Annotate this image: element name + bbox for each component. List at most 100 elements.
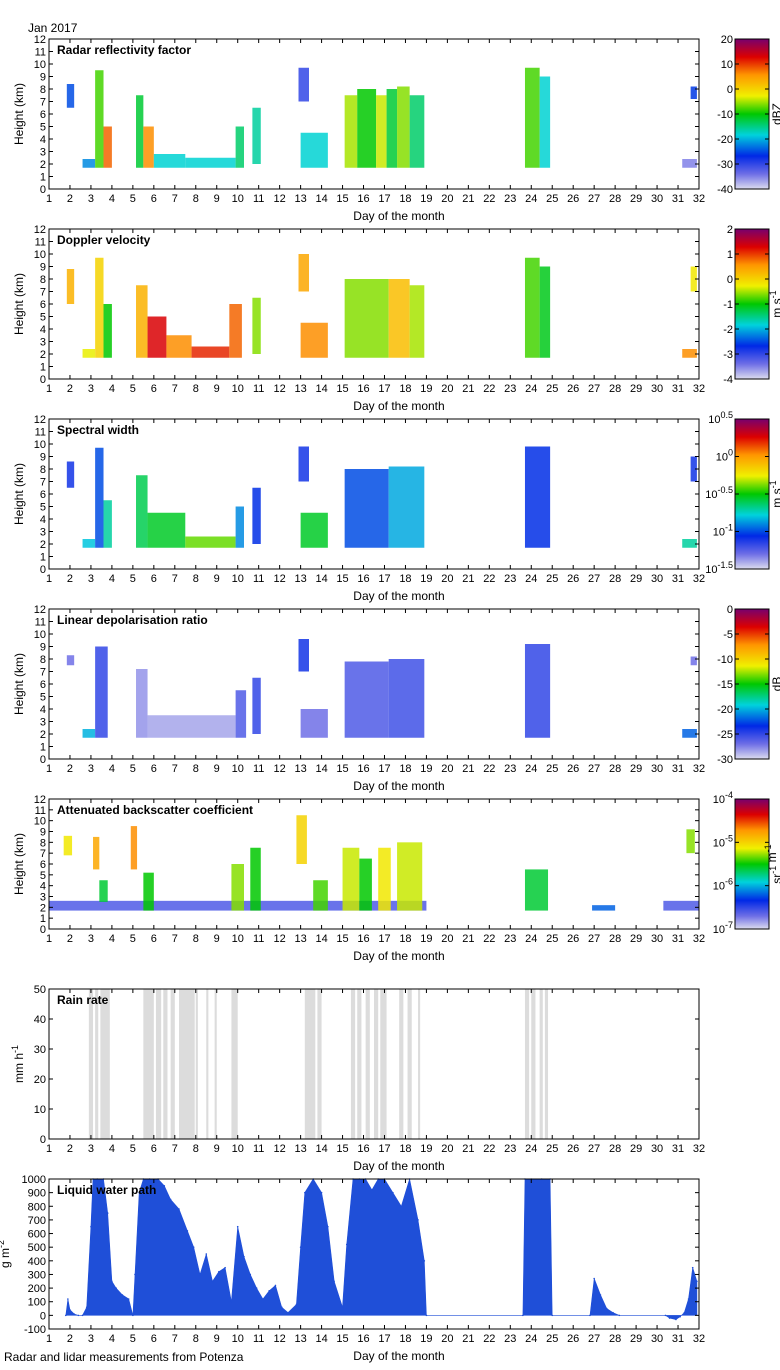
x-tick-label: 22 (483, 763, 495, 775)
y-tick-label: 800 (28, 1201, 46, 1213)
y-tick-label: 12 (34, 34, 46, 46)
y-tick-label: 3 (40, 147, 46, 159)
y-tick-label: 0 (40, 184, 46, 196)
x-tick-label: 18 (399, 383, 411, 395)
x-tick-label: 6 (151, 763, 157, 775)
x-tick-label: 8 (193, 573, 199, 585)
y-axis-label: Height (km) (12, 833, 26, 895)
y-tick-label: 8 (40, 274, 46, 286)
x-tick-label: 9 (214, 573, 220, 585)
data-cell (95, 646, 108, 738)
rain-flag-bar (531, 989, 536, 1139)
colorbar-tick-label: 0 (727, 274, 733, 286)
lwp-point (274, 1284, 277, 1287)
y-tick-label: 0 (40, 374, 46, 386)
x-tick-label: 29 (630, 383, 642, 395)
x-tick-label: 28 (609, 1333, 621, 1345)
colorbar-tick-label: -30 (717, 754, 733, 766)
lwp-point (169, 1198, 172, 1201)
x-tick-label: 12 (274, 1143, 286, 1155)
x-tick-label: 20 (441, 573, 453, 585)
y-tick-label: 400 (28, 1256, 46, 1268)
y-tick-label: 5 (40, 122, 46, 134)
data-cell (409, 95, 425, 168)
x-tick-label: 22 (483, 193, 495, 205)
y-tick-label: 0 (40, 1134, 46, 1146)
lwp-point (77, 1314, 80, 1317)
x-tick-label: 5 (130, 383, 136, 395)
x-tick-label: 20 (441, 1333, 453, 1345)
lwp-point (417, 1219, 419, 1221)
y-axis-label: dBZ (770, 103, 780, 125)
x-tick-label: 15 (336, 573, 348, 585)
x-tick-label: 3 (88, 933, 94, 945)
lwp-point (612, 1311, 614, 1314)
lwp-point (224, 1266, 226, 1269)
panel-title: Radar reflectivity factor (57, 43, 191, 57)
y-tick-label: 7 (40, 848, 46, 860)
x-tick-label: 13 (294, 193, 306, 205)
data-cell (252, 487, 261, 544)
lwp-point (675, 1318, 677, 1321)
lwp-point (425, 1314, 428, 1317)
y-tick-label: 5 (40, 692, 46, 704)
x-tick-label: 28 (609, 763, 621, 775)
x-tick-label: 24 (525, 1333, 537, 1345)
y-axis-label: sr-1 m-1 (763, 844, 780, 883)
lwp-point (134, 1273, 136, 1276)
x-tick-label: 20 (441, 383, 453, 395)
y-tick-label: -100 (24, 1324, 46, 1336)
lwp-point (295, 1303, 298, 1306)
x-axis-label: Day of the month (353, 1159, 444, 1173)
lwp-point (192, 1246, 195, 1248)
x-tick-label: 23 (504, 193, 516, 205)
data-cell (344, 661, 389, 738)
y-tick-label: 6 (40, 679, 46, 691)
x-tick-label: 29 (630, 1143, 642, 1155)
x-tick-label: 14 (315, 933, 327, 945)
data-cell (378, 847, 391, 911)
data-cell (344, 279, 389, 358)
x-tick-label: 27 (588, 1143, 600, 1155)
y-tick-label: 8 (40, 464, 46, 476)
x-tick-label: 3 (88, 763, 94, 775)
lwp-point (299, 1246, 302, 1248)
y-tick-label: 4 (40, 704, 46, 716)
data-cell (313, 880, 328, 911)
x-tick-label: 23 (504, 1143, 516, 1155)
colorbar-tick-label: -20 (717, 134, 733, 146)
data-cell (103, 500, 112, 548)
x-tick-label: 9 (214, 193, 220, 205)
y-tick-label: 6 (40, 489, 46, 501)
lwp-point (683, 1311, 686, 1314)
data-cell (66, 269, 75, 304)
colorbar-tick-label: -4 (723, 374, 733, 386)
y-tick-label: 9 (40, 827, 46, 839)
y-tick-label: 12 (34, 414, 46, 426)
colorbar-tick-label: 100.5 (708, 410, 733, 426)
colorbar-tick-label: 100 (716, 448, 733, 464)
data-cell (388, 279, 410, 358)
x-tick-label: 19 (420, 1143, 432, 1155)
colorbar-tick-label: -15 (717, 679, 733, 691)
x-tick-label: 18 (399, 193, 411, 205)
x-tick-label: 20 (441, 933, 453, 945)
lwp-point (67, 1298, 69, 1300)
y-tick-label: 3 (40, 527, 46, 539)
data-cell (300, 132, 328, 168)
x-tick-label: 27 (588, 383, 600, 395)
data-cell (147, 715, 236, 738)
y-tick-label: 700 (28, 1215, 46, 1227)
data-cell (99, 880, 108, 902)
x-tick-label: 18 (399, 933, 411, 945)
lwp-point (593, 1277, 595, 1280)
x-tick-label: 21 (462, 1143, 474, 1155)
lwp-point (211, 1280, 214, 1283)
y-tick-label: 10 (34, 629, 46, 641)
x-tick-label: 28 (609, 933, 621, 945)
data-cell (95, 447, 104, 548)
lwp-point (111, 1280, 113, 1283)
x-tick-label: 5 (130, 573, 136, 585)
lwp-point (668, 1317, 671, 1319)
y-tick-label: 300 (28, 1269, 46, 1281)
